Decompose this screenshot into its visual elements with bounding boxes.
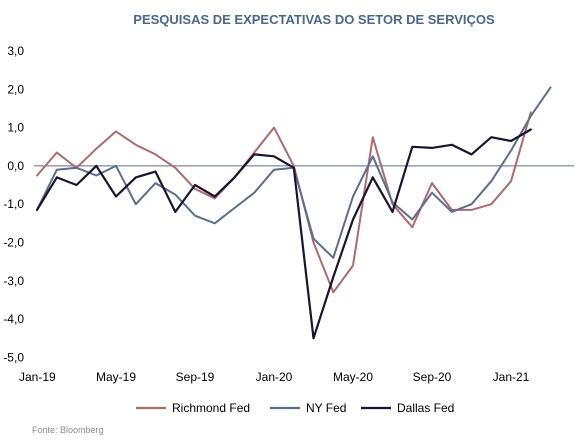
x-tick-label: Jan-19 [19, 370, 56, 384]
y-axis: 3,0 2,0 1,0 0,0 -1,0 -2,0 -3,0 -4,0 -5,0 [3, 44, 24, 364]
x-tick-label: Sep-19 [176, 370, 215, 384]
y-tick-label: -1,0 [3, 197, 24, 211]
y-tick-label: 2,0 [7, 82, 24, 96]
y-tick-label: -2,0 [3, 236, 24, 250]
x-tick-label: Jan-20 [256, 370, 293, 384]
series-lines [35, 86, 552, 340]
y-tick-label: -4,0 [3, 312, 24, 326]
legend: Richmond Fed NY Fed Dallas Fed [136, 401, 454, 415]
x-tick-label: Sep-20 [413, 370, 452, 384]
y-tick-label: -3,0 [3, 274, 24, 288]
series-line-richmond-fed [36, 111, 532, 294]
series-line-dallas-fed [35, 128, 532, 340]
x-tick-label: May-19 [96, 370, 136, 384]
source-note: Fonte: Bloomberg [32, 425, 104, 435]
legend-label: NY Fed [306, 401, 346, 415]
chart-title: PESQUISAS DE EXPECTATIVAS DO SETOR DE SE… [133, 12, 495, 27]
y-tick-label: -5,0 [3, 350, 24, 364]
x-tick-label: May-20 [333, 370, 373, 384]
y-tick-label: 0,0 [7, 159, 24, 173]
y-tick-label: 3,0 [7, 44, 24, 58]
legend-label: Dallas Fed [397, 401, 454, 415]
x-tick-label: Jan-21 [493, 370, 530, 384]
x-axis: Jan-19 May-19 Sep-19 Jan-20 May-20 Sep-20 Jan-… [19, 370, 530, 384]
y-tick-label: 1,0 [7, 121, 24, 135]
legend-label: Richmond Fed [172, 401, 250, 415]
